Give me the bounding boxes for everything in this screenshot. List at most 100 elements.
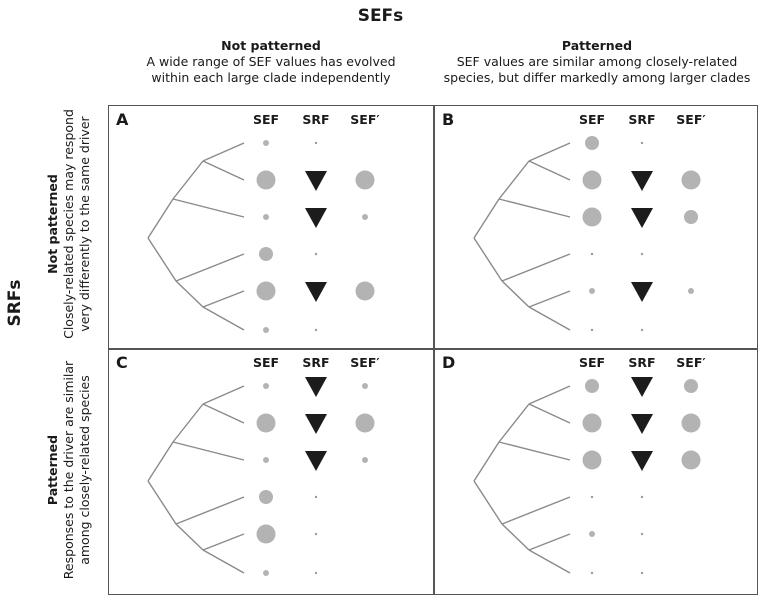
- tree-branch: [172, 160, 204, 200]
- tree-branch: [501, 523, 530, 551]
- column-header-not-patterned: Not patterned A wide range of SEF values…: [108, 38, 434, 86]
- sef-marker-circle: [585, 136, 599, 150]
- sef-marker-circle: [263, 140, 269, 146]
- tree-branch: [528, 403, 571, 424]
- sef-marker-circle: [582, 413, 602, 433]
- main-title: SEFs: [357, 6, 404, 26]
- sef-marker-circle: [263, 570, 269, 576]
- sef-marker-circle: [590, 571, 594, 575]
- sef-marker-circle: [256, 281, 276, 301]
- sef-marker-circle: [263, 457, 269, 463]
- tree-branch: [528, 549, 571, 574]
- srf-marker-circle: [640, 532, 644, 536]
- srf-marker-triangle: [631, 282, 653, 302]
- srf-marker-triangle: [631, 451, 653, 471]
- tree-branch: [175, 280, 204, 308]
- sef-prime-marker-circle: [684, 379, 698, 393]
- srf-marker-circle: [640, 571, 644, 575]
- trait-column-header: SRF: [628, 355, 655, 370]
- sef-prime-marker-circle: [362, 457, 368, 463]
- tree-branch: [528, 306, 571, 331]
- srf-marker-circle: [314, 571, 318, 575]
- tree-branch: [172, 441, 245, 461]
- column-desc-line2: within each large clade independently: [151, 70, 391, 85]
- tree-branch: [202, 403, 245, 424]
- tree-branch: [498, 403, 530, 443]
- tree-branch: [172, 403, 204, 443]
- column-desc-line1: SEF values are similar among closely-rel…: [456, 54, 738, 69]
- tree-branch: [501, 253, 571, 282]
- sef-marker-circle: [256, 524, 276, 544]
- trait-column-header: SEF′: [676, 112, 705, 127]
- tree-branch: [175, 496, 245, 525]
- trait-column-header: SEF: [253, 112, 279, 127]
- sef-prime-marker-circle: [681, 450, 701, 470]
- tree-branch: [202, 306, 245, 331]
- trait-column-header: SEF: [253, 355, 279, 370]
- sef-prime-marker-circle: [688, 288, 694, 294]
- tree-branch: [498, 160, 530, 200]
- tree-branch: [202, 160, 245, 181]
- srf-marker-circle: [314, 328, 318, 332]
- srf-marker-triangle: [631, 377, 653, 397]
- trait-column-header: SEF′: [350, 112, 379, 127]
- srf-marker-circle: [314, 532, 318, 536]
- sef-prime-marker-circle: [355, 281, 375, 301]
- sef-prime-marker-circle: [684, 210, 698, 224]
- srf-marker-triangle: [631, 414, 653, 434]
- srf-marker-triangle: [305, 171, 327, 191]
- sef-prime-marker-circle: [362, 214, 368, 220]
- trait-column-header: SEF: [579, 112, 605, 127]
- column-desc-line1: A wide range of SEF values has evolved: [146, 54, 396, 69]
- tree-branch: [202, 549, 245, 574]
- srf-marker-triangle: [305, 414, 327, 434]
- tree-branch: [147, 480, 177, 525]
- srf-marker-triangle: [305, 451, 327, 471]
- srf-marker-circle: [640, 495, 644, 499]
- column-desc-line2: species, but differ markedly among large…: [443, 70, 751, 85]
- column-title: Not patterned: [221, 38, 321, 53]
- tree-branch: [202, 290, 245, 308]
- sef-marker-circle: [590, 252, 594, 256]
- grid-divider-horizontal: [108, 348, 758, 350]
- tree-branch: [147, 198, 174, 239]
- tree-branch: [172, 198, 245, 218]
- sef-marker-circle: [263, 214, 269, 220]
- srf-marker-circle: [314, 141, 318, 145]
- sef-marker-circle: [582, 450, 602, 470]
- sef-prime-marker-circle: [355, 170, 375, 190]
- srf-marker-circle: [640, 252, 644, 256]
- sef-marker-circle: [263, 327, 269, 333]
- tree-branch: [473, 441, 500, 482]
- trait-column-header: SEF′: [676, 355, 705, 370]
- tree-branch: [202, 533, 245, 551]
- tree-branch: [473, 480, 503, 525]
- panel-label: C: [116, 353, 128, 372]
- trait-column-header: SEF: [579, 355, 605, 370]
- srf-marker-circle: [640, 328, 644, 332]
- sef-marker-circle: [582, 170, 602, 190]
- sef-prime-marker-circle: [681, 170, 701, 190]
- sef-prime-marker-circle: [362, 383, 368, 389]
- trait-column-header: SEF′: [350, 355, 379, 370]
- tree-branch: [528, 385, 571, 405]
- tree-branch: [202, 142, 245, 162]
- sef-prime-marker-circle: [681, 413, 701, 433]
- sef-marker-circle: [589, 288, 595, 294]
- column-title: Patterned: [561, 38, 633, 53]
- grid-divider-vertical: [433, 105, 435, 595]
- tree-branch: [501, 496, 571, 525]
- srf-marker-circle: [640, 141, 644, 145]
- tree-branch: [501, 280, 530, 308]
- column-header-patterned: Patterned SEF values are similar among c…: [434, 38, 760, 86]
- sef-marker-circle: [256, 170, 276, 190]
- trait-column-header: SRF: [302, 355, 329, 370]
- panel-label: D: [442, 353, 455, 372]
- srf-marker-triangle: [305, 282, 327, 302]
- sef-marker-circle: [259, 247, 273, 261]
- srf-marker-triangle: [305, 377, 327, 397]
- sef-marker-circle: [582, 207, 602, 227]
- srf-marker-circle: [314, 252, 318, 256]
- panel-label: B: [442, 110, 454, 129]
- tree-branch: [528, 290, 571, 308]
